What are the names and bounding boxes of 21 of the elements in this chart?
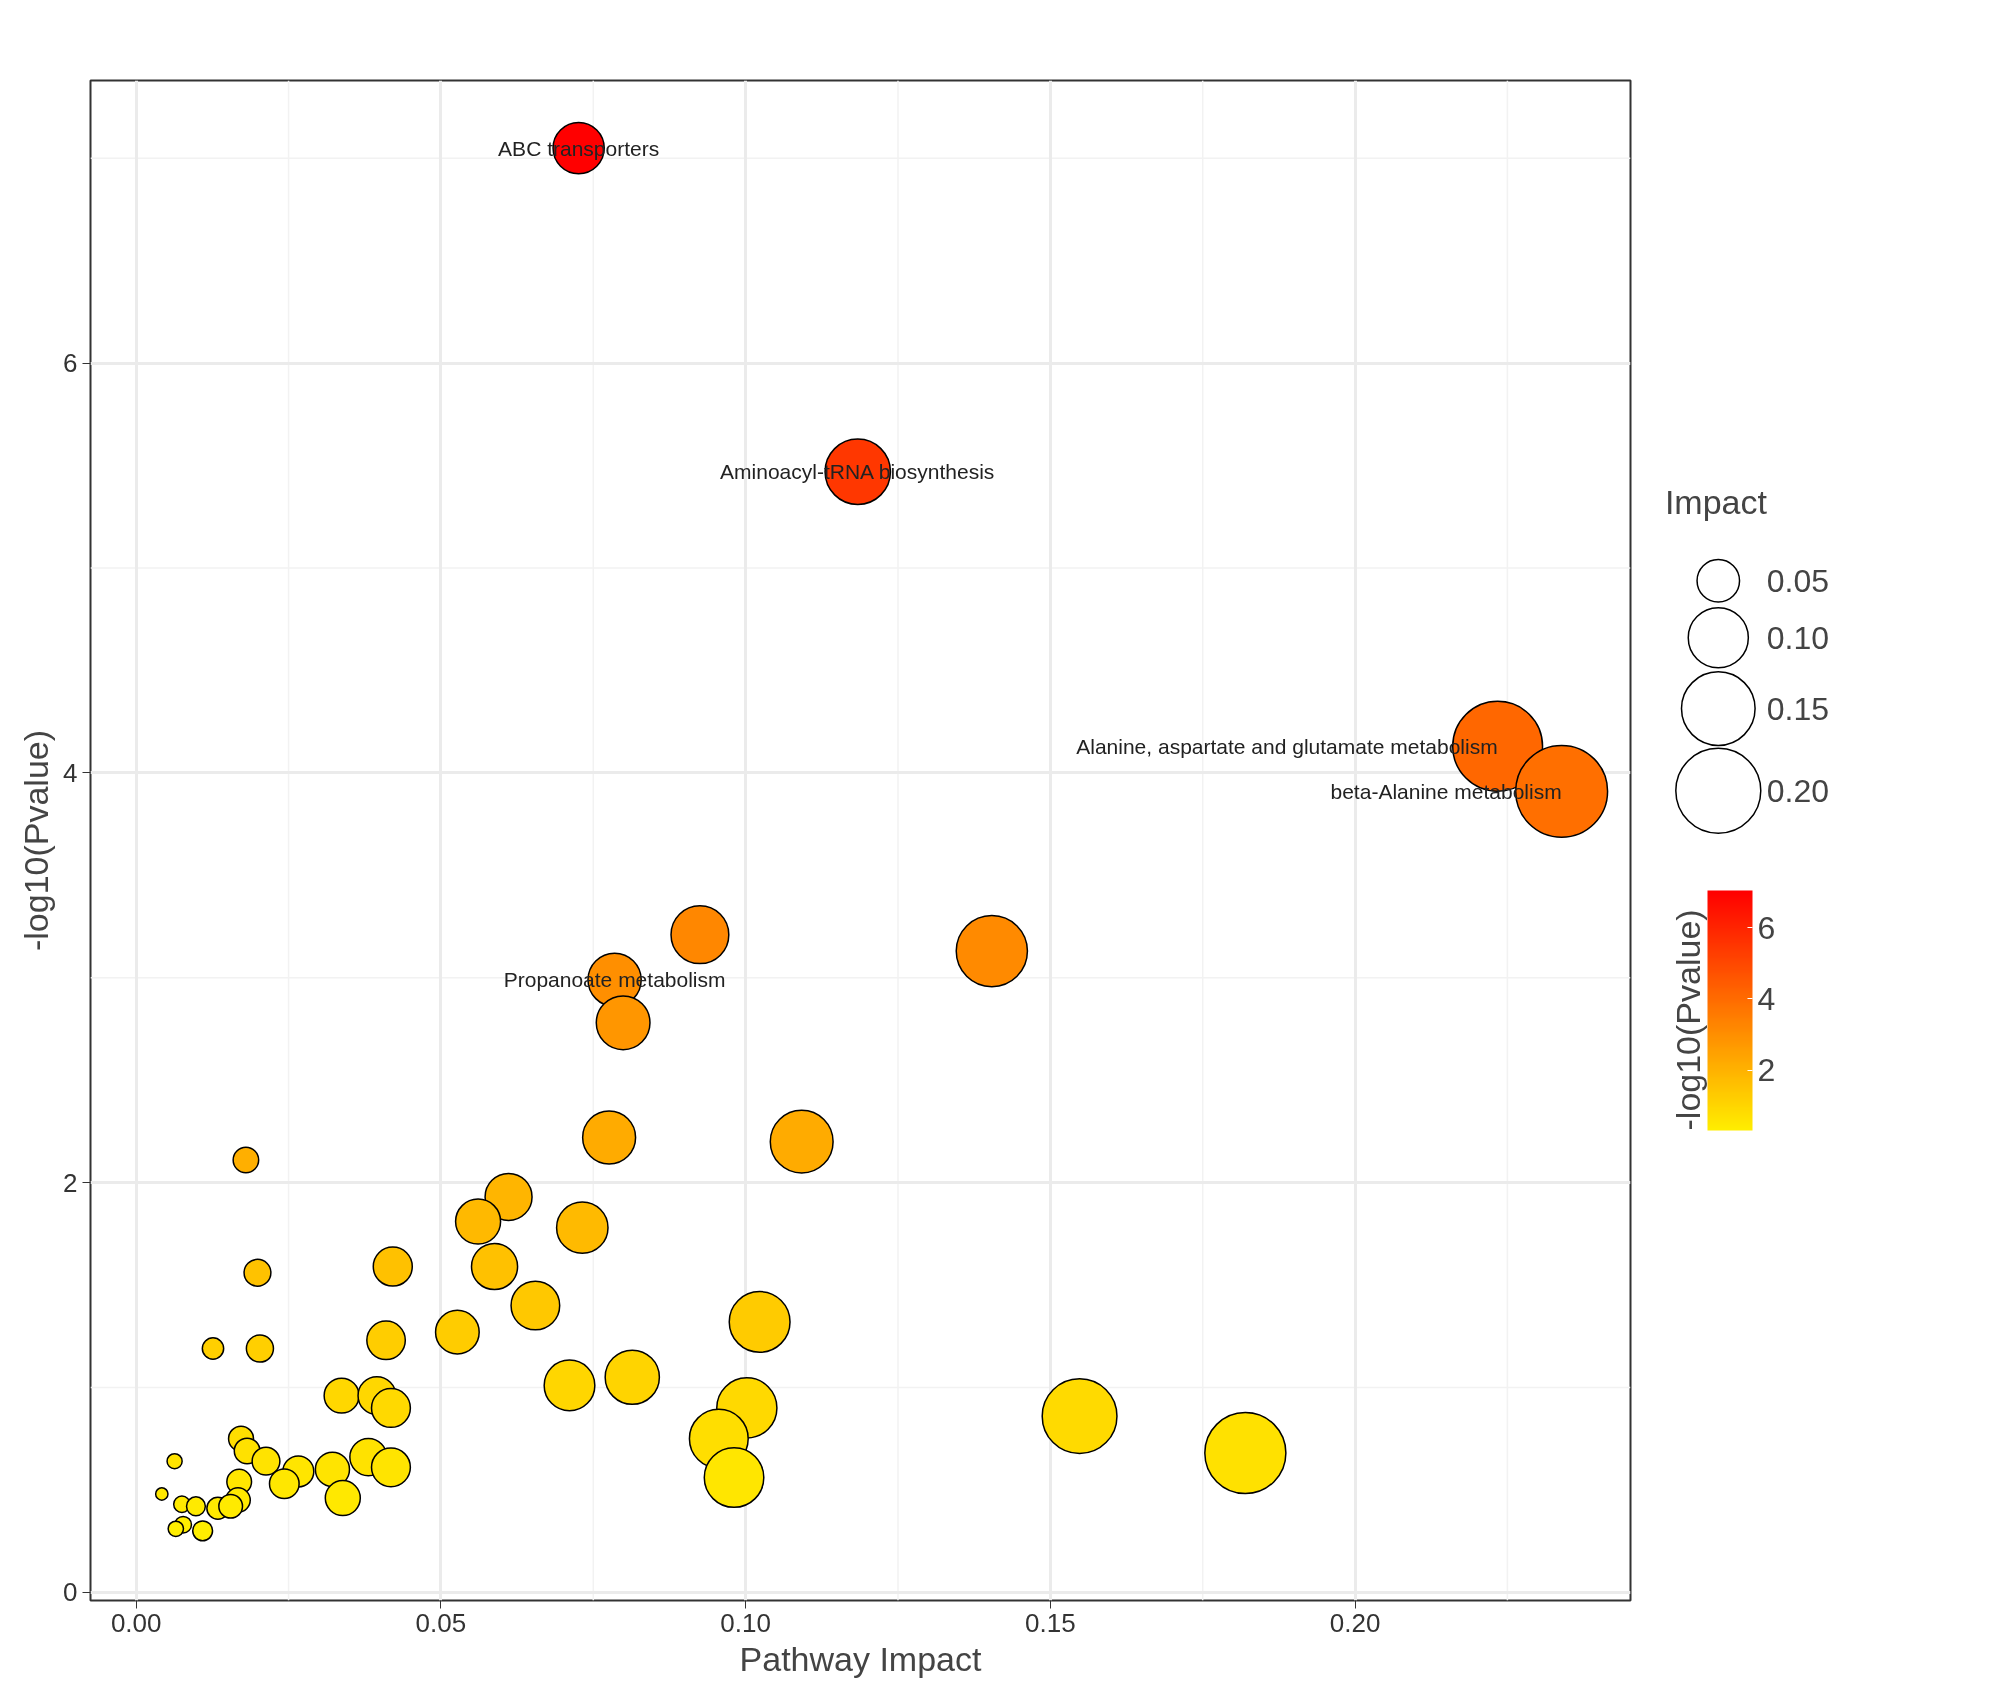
legend-label: 0.05 (1766, 562, 1830, 599)
y-axis-title: -log10(Pvalue) (17, 729, 56, 952)
annotation: beta-Alanine metabolism (1330, 779, 1562, 803)
y-tick-label: 6 (63, 348, 78, 379)
x-tick-label: 0.10 (720, 1607, 771, 1638)
x-tick-label: 0.05 (415, 1607, 467, 1638)
legend-label: 0.15 (1766, 690, 1830, 727)
x-tick-label: 0.20 (1329, 1607, 1381, 1638)
y-tick-label: 4 (63, 757, 78, 788)
x-tick-label: 0.00 (110, 1607, 162, 1638)
color-bar-label: 2 (1757, 1052, 1776, 1089)
legend-label: 0.10 (1766, 619, 1830, 656)
legend-title: Impact (1664, 483, 1768, 522)
x-tick-label: 0.15 (1025, 1607, 1076, 1638)
x-axis-title: Pathway Impact (739, 1639, 982, 1678)
legend-label: 0.20 (1766, 772, 1830, 809)
color-bar-title: -log10(Pvalue) (1668, 909, 1707, 1131)
y-tick-label: 2 (63, 1167, 78, 1198)
color-bar-label: 6 (1757, 909, 1776, 946)
color-bar-label: 4 (1757, 980, 1776, 1017)
y-tick-label: 0 (63, 1577, 78, 1608)
